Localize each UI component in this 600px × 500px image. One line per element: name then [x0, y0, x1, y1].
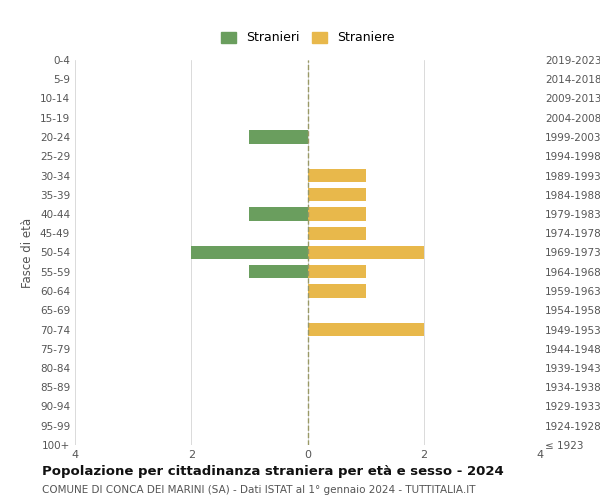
Bar	[250, 265, 308, 278]
Bar	[250, 130, 308, 143]
Bar	[308, 226, 365, 240]
Bar	[308, 323, 424, 336]
Bar	[308, 169, 365, 182]
Bar	[308, 188, 365, 202]
Bar	[191, 246, 308, 259]
Bar	[250, 208, 308, 220]
Bar	[308, 208, 365, 220]
Bar	[308, 265, 365, 278]
Bar	[308, 246, 424, 259]
Text: Popolazione per cittadinanza straniera per età e sesso - 2024: Popolazione per cittadinanza straniera p…	[42, 465, 504, 478]
Bar	[308, 284, 365, 298]
Legend: Stranieri, Straniere: Stranieri, Straniere	[217, 28, 398, 48]
Y-axis label: Fasce di età: Fasce di età	[22, 218, 34, 288]
Text: COMUNE DI CONCA DEI MARINI (SA) - Dati ISTAT al 1° gennaio 2024 - TUTTITALIA.IT: COMUNE DI CONCA DEI MARINI (SA) - Dati I…	[42, 485, 476, 495]
